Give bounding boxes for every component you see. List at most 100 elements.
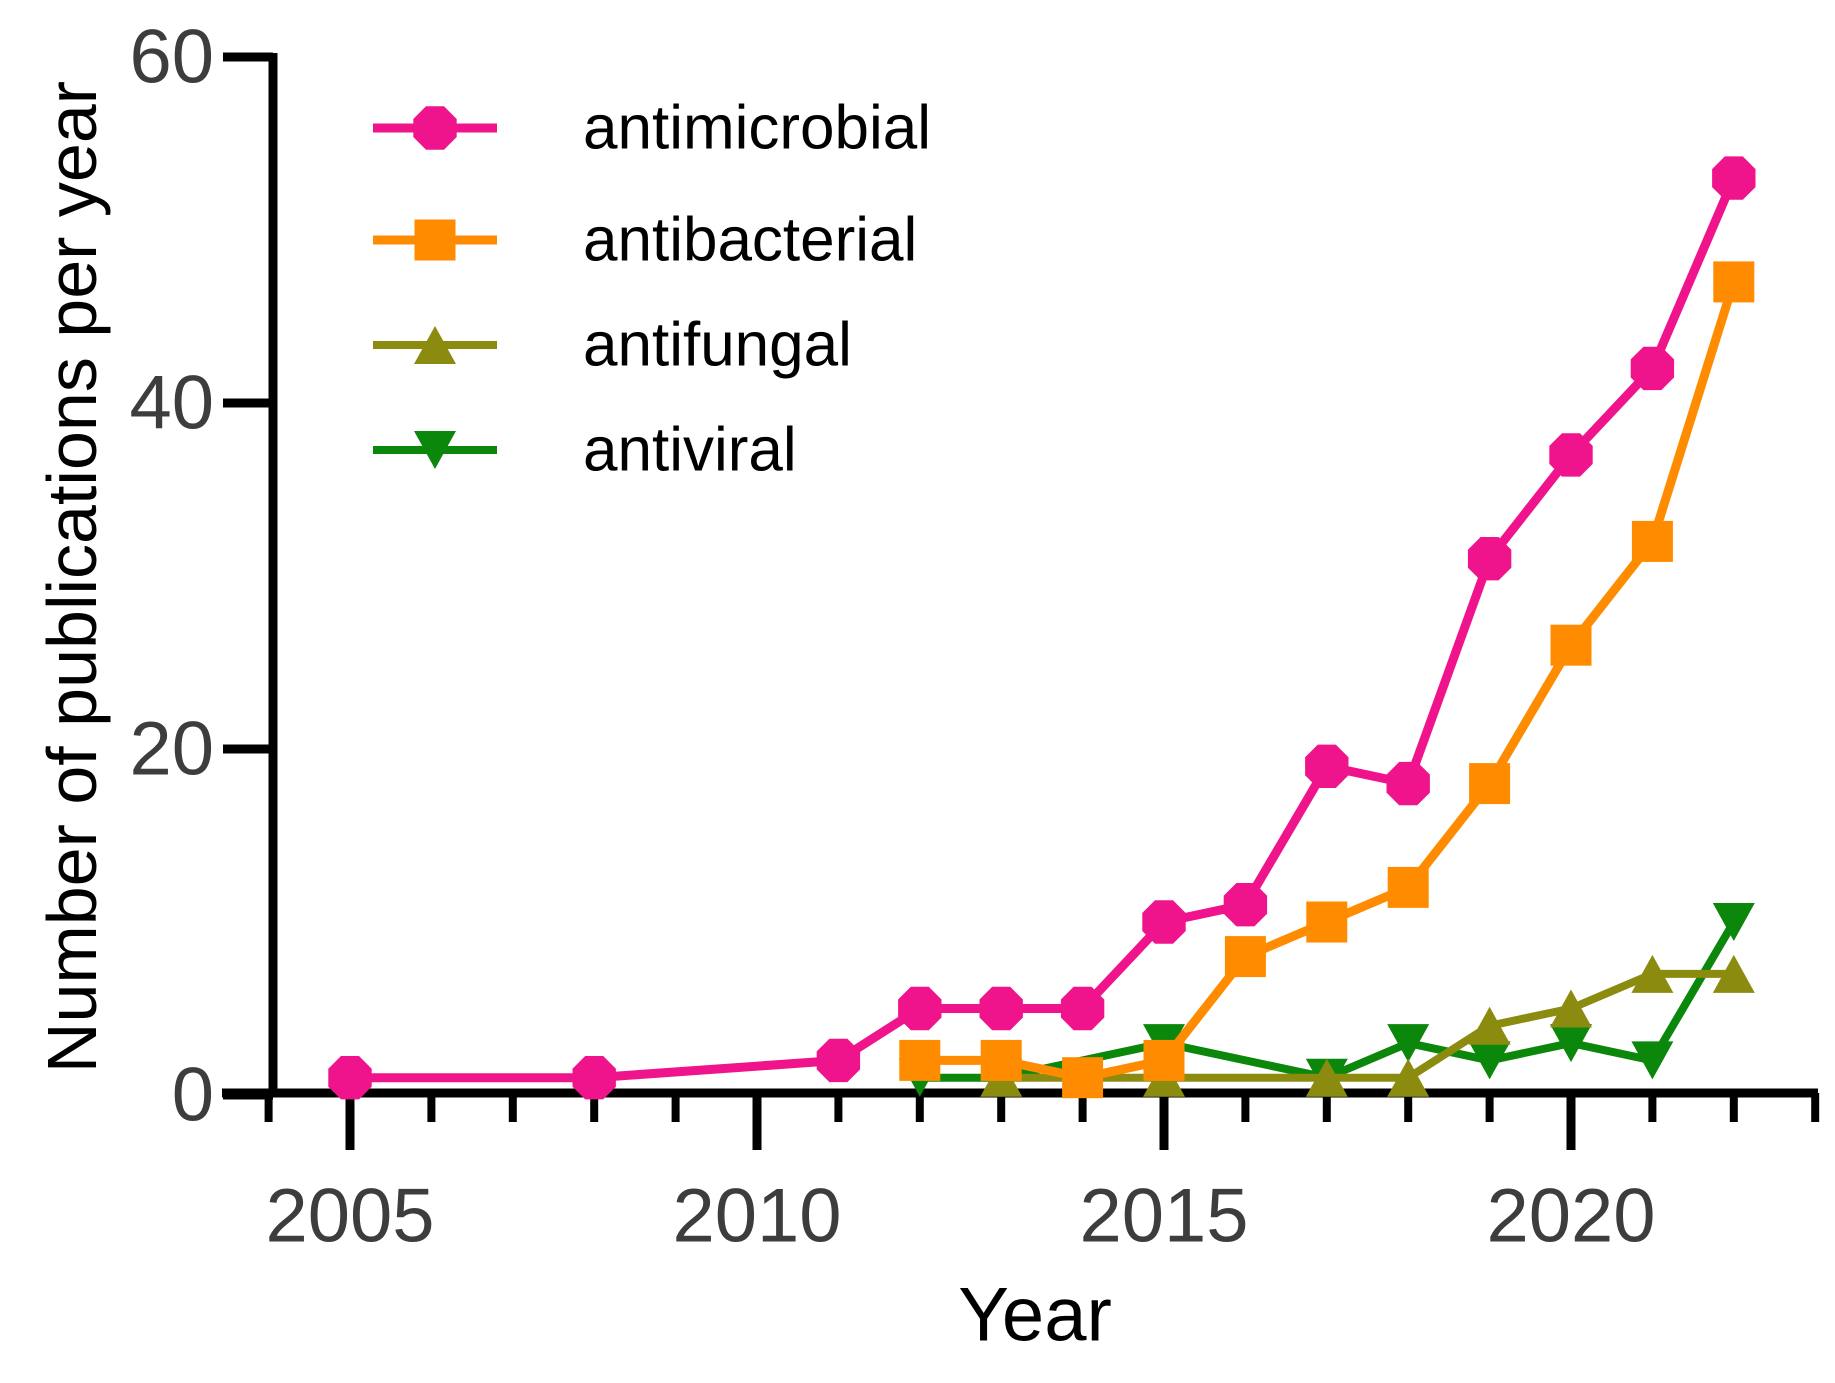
triangle-down-marker-icon: [1631, 1041, 1674, 1080]
legend-label: antiviral: [583, 416, 797, 485]
data-point-marker: [1550, 989, 1592, 1028]
series-antiviral-line: [919, 919, 1738, 1082]
data-point-marker: [1631, 520, 1673, 562]
square-marker-icon: [980, 1039, 1022, 1081]
triangle-down-marker-icon: [1387, 1024, 1430, 1063]
data-point-marker: [1469, 763, 1511, 805]
y-tick-label: 40: [129, 361, 214, 446]
data-point-marker: [1713, 261, 1755, 303]
legend-marker-octagon-icon: [413, 106, 457, 150]
square-marker-icon: [1224, 936, 1266, 978]
data-point-marker: [572, 1056, 616, 1100]
octagon-marker-icon: [1305, 744, 1349, 788]
series-layer: [328, 156, 1756, 1100]
y-tick-label: 0: [172, 1053, 214, 1138]
data-point-marker: [979, 986, 1023, 1031]
data-point-marker: [1712, 156, 1756, 200]
triangle-up-marker-icon: [1387, 1058, 1430, 1097]
square-marker-icon: [1143, 1039, 1185, 1081]
data-point-marker: [1386, 761, 1430, 806]
triangle-up-marker-icon: [1468, 1006, 1511, 1045]
triangle-down-marker-icon: [1712, 903, 1755, 941]
x-tick-label: 2005: [265, 1174, 434, 1259]
series-antimicrobial: [328, 156, 1756, 1100]
legend-item-antimicrobial: antimicrobial: [373, 94, 931, 163]
octagon-marker-icon: [1060, 986, 1105, 1031]
data-point-marker: [1224, 936, 1266, 978]
octagon-marker-icon: [979, 986, 1023, 1031]
legend-label: antimicrobial: [583, 94, 931, 163]
data-point-marker: [1712, 954, 1755, 993]
triangle-up-marker-icon: [1305, 1058, 1348, 1097]
legend-marker-triangle-up-icon: [414, 326, 456, 364]
data-point-marker: [1468, 1006, 1511, 1045]
legend-item-antifungal: antifungal: [373, 311, 852, 380]
data-point-marker: [1550, 624, 1592, 666]
triangle-up-marker-icon: [1550, 989, 1592, 1028]
data-point-marker: [1062, 1057, 1104, 1099]
legend: antimicrobial antibacterial antifungal anti…: [373, 94, 931, 485]
octagon-marker-icon: [1630, 346, 1675, 391]
legend-item-antibacterial: antibacterial: [373, 206, 917, 275]
octagon-marker-icon: [328, 1056, 372, 1100]
y-tick-label: 20: [129, 707, 214, 792]
octagon-marker-icon: [1549, 433, 1593, 477]
data-point-marker: [1387, 1058, 1430, 1097]
data-point-marker: [899, 1039, 941, 1081]
data-point-marker: [1549, 433, 1593, 477]
data-point-marker: [1305, 1058, 1348, 1097]
data-point-marker: [1060, 986, 1105, 1031]
legend-label: antifungal: [583, 311, 852, 380]
square-marker-icon: [1469, 763, 1511, 805]
x-tick-label: 2010: [672, 1174, 841, 1259]
legend-marker-triangle-down-icon: [414, 431, 456, 469]
square-marker-icon: [1550, 624, 1592, 666]
square-marker-icon: [1387, 866, 1429, 908]
data-point-marker: [980, 1039, 1022, 1081]
data-point-marker: [816, 1038, 861, 1083]
series-antimicrobial-line: [350, 176, 1738, 1083]
data-point-marker: [1631, 1041, 1674, 1080]
triangle-up-marker-icon: [1712, 954, 1755, 993]
data-point-marker: [1142, 900, 1186, 944]
data-point-marker: [328, 1056, 372, 1100]
triangle-up-marker-icon: [1631, 954, 1674, 993]
octagon-marker-icon: [1223, 883, 1268, 927]
legend-label: antibacterial: [583, 206, 917, 275]
data-point-marker: [1387, 1024, 1430, 1063]
octagon-marker-icon: [1142, 900, 1186, 944]
square-marker-icon: [899, 1039, 941, 1081]
octagon-marker-icon: [572, 1056, 616, 1100]
legend-marker-square-icon: [414, 219, 456, 261]
series-antibacterial-line: [919, 280, 1739, 1083]
data-point-marker: [1143, 1039, 1185, 1081]
x-axis-title: Year: [958, 1273, 1112, 1358]
y-axis-title: Number of publications per year: [33, 81, 111, 1073]
data-point-marker: [898, 986, 942, 1031]
data-point-marker: [1630, 346, 1675, 391]
data-point-marker: [1467, 537, 1512, 581]
series-antibacterial: [899, 261, 1755, 1099]
x-tick-label: 2015: [1079, 1174, 1248, 1259]
octagon-marker-icon: [816, 1038, 861, 1083]
data-point-marker: [1468, 1041, 1511, 1080]
legend-item-antiviral: antiviral: [373, 416, 797, 485]
octagon-marker-icon: [1712, 156, 1756, 200]
data-point-marker: [1305, 744, 1349, 788]
octagon-marker-icon: [1467, 537, 1512, 581]
y-tick-label: 60: [129, 15, 214, 100]
axes: 0 20 40 60 2005 2010 2015 2020: [129, 15, 1820, 1259]
data-point-marker: [1712, 903, 1755, 941]
data-point-marker: [1550, 1024, 1592, 1063]
triangle-down-marker-icon: [1468, 1041, 1511, 1080]
data-point-marker: [1306, 901, 1348, 943]
square-marker-icon: [1631, 520, 1673, 562]
data-point-marker: [1223, 883, 1268, 927]
octagon-marker-icon: [898, 986, 942, 1031]
square-marker-icon: [1062, 1057, 1104, 1099]
square-marker-icon: [1713, 261, 1755, 303]
square-marker-icon: [1306, 901, 1348, 943]
data-point-marker: [1387, 866, 1429, 908]
triangle-down-marker-icon: [1550, 1024, 1592, 1063]
